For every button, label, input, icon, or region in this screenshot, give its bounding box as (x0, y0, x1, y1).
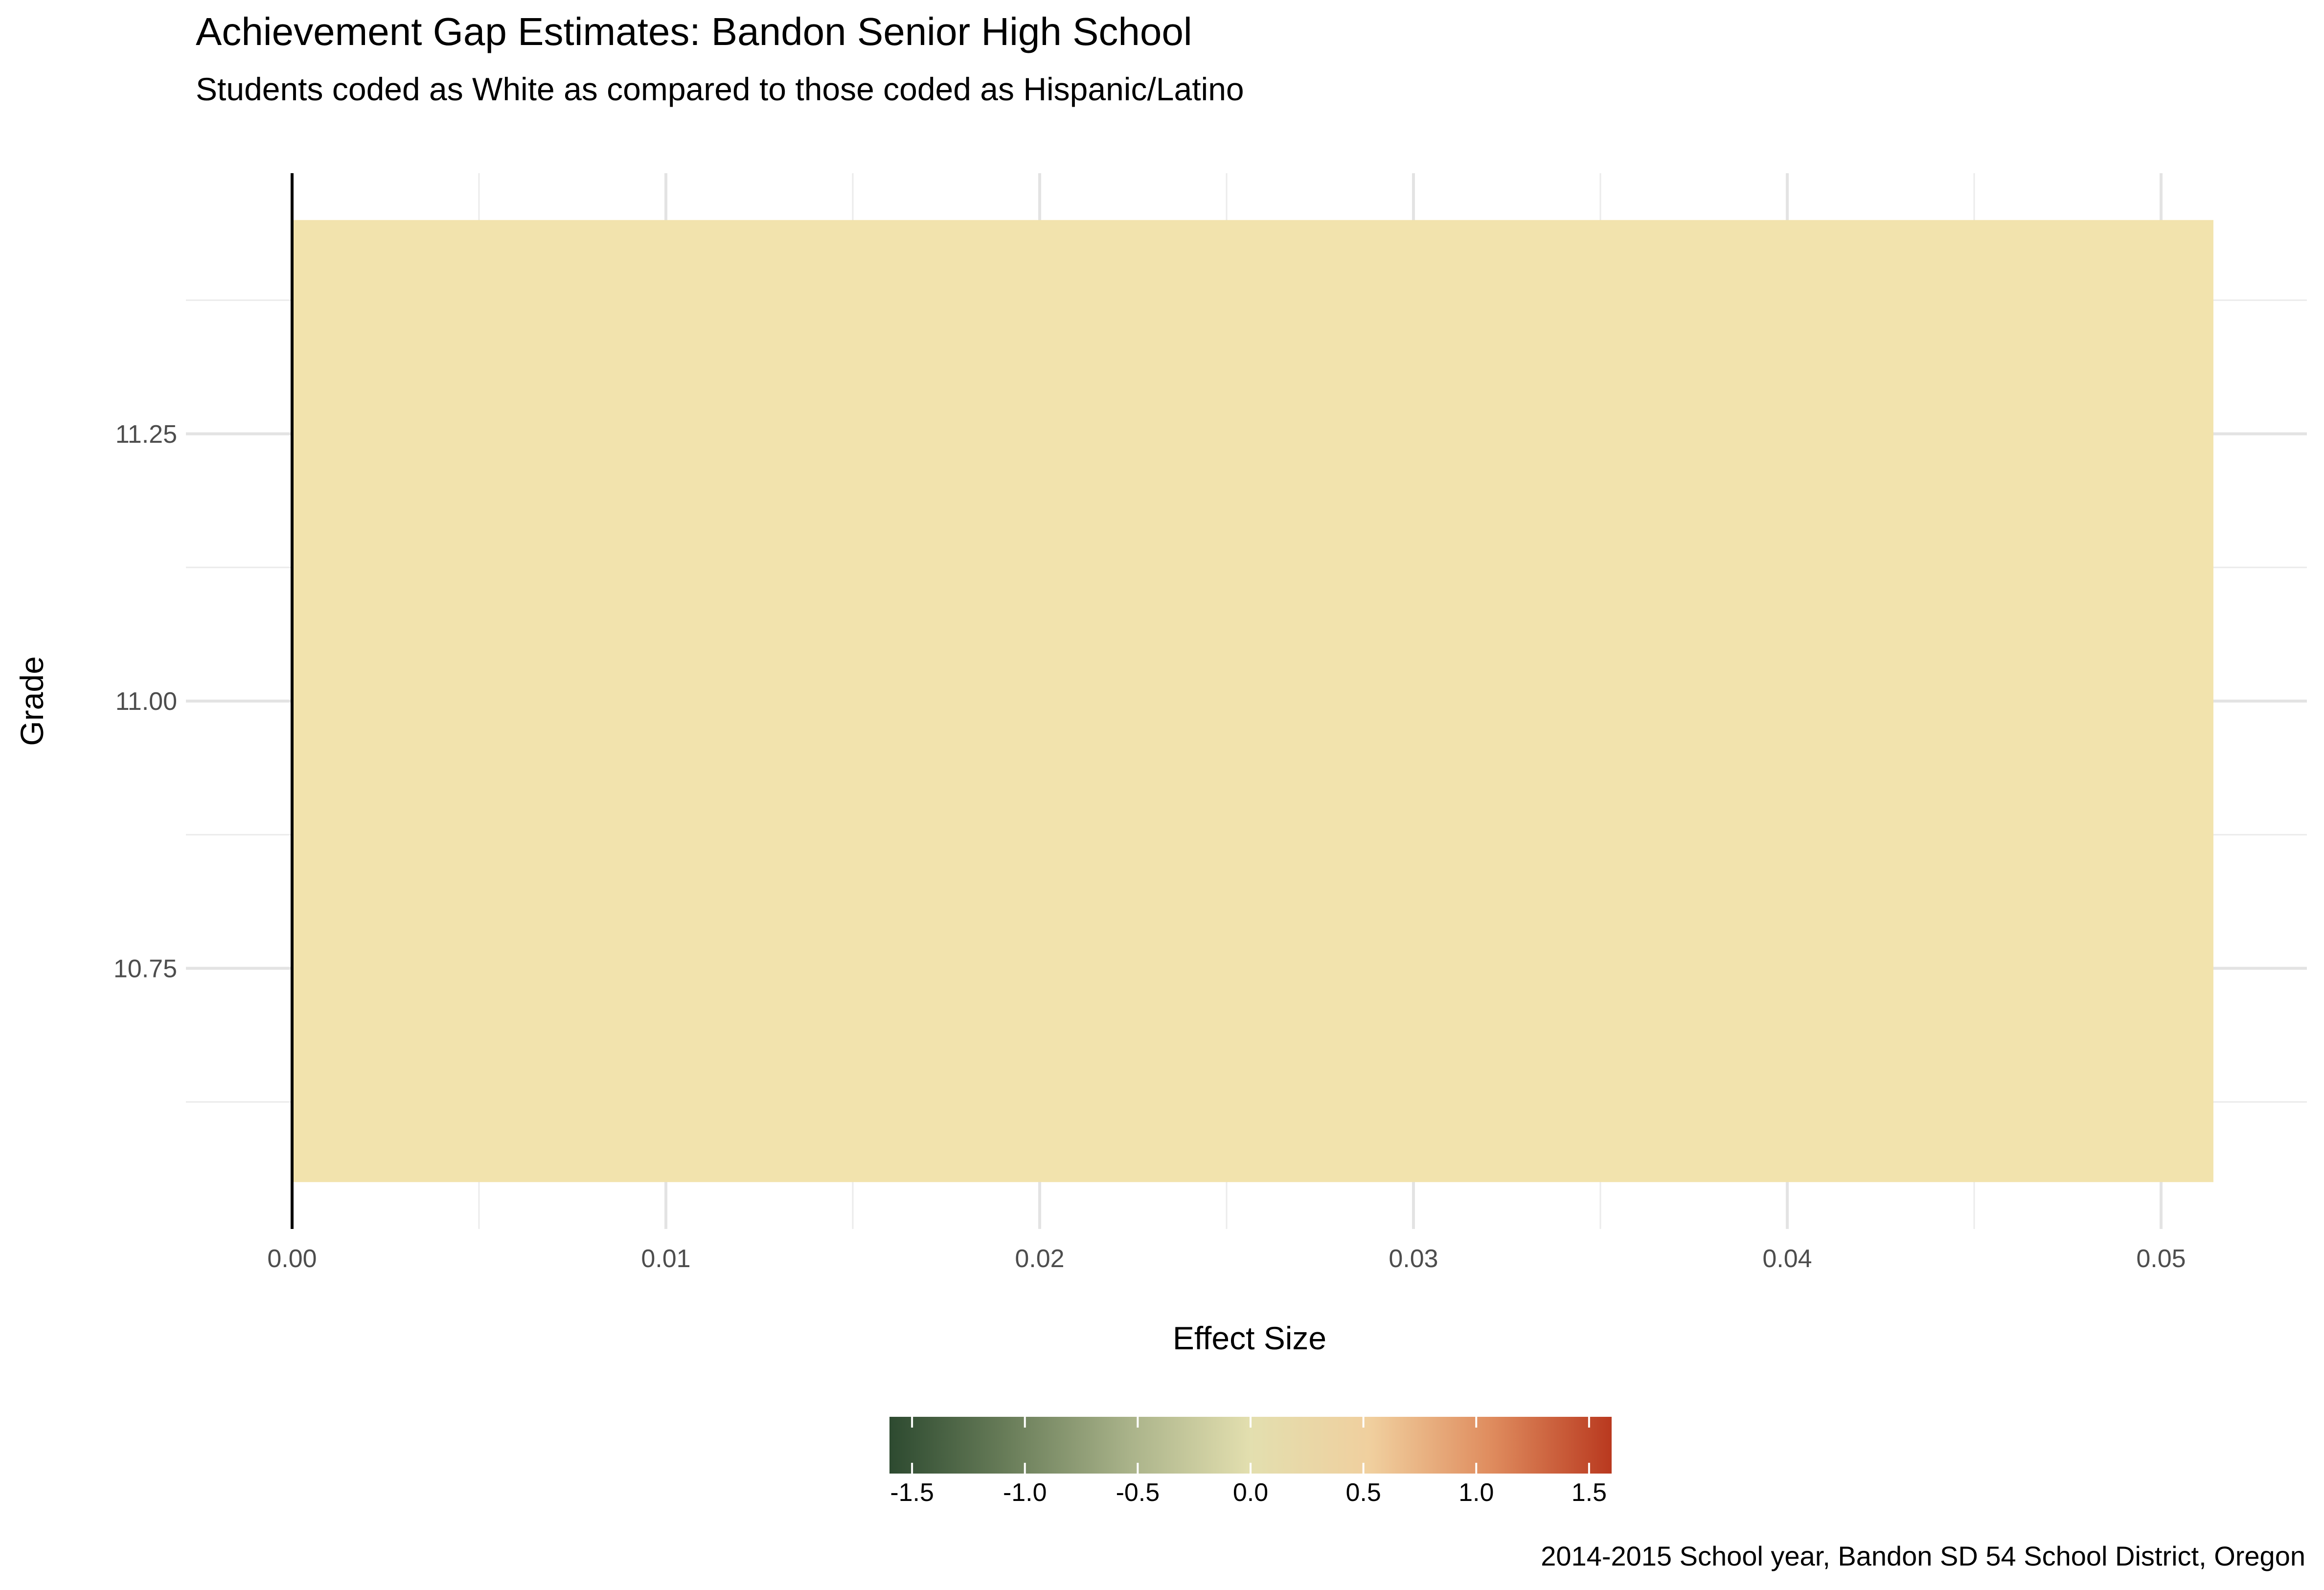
bars (292, 220, 2213, 1182)
x-tick-label: 0.05 (2136, 1245, 2186, 1273)
x-tick-label: 0.02 (1015, 1245, 1064, 1273)
colorbar-label: -1.0 (1003, 1478, 1047, 1507)
x-axis-label: Effect Size (1173, 1320, 1326, 1356)
x-tick-label: 0.01 (641, 1245, 690, 1273)
caption: 2014-2015 School year, Bandon SD 54 Scho… (1541, 1541, 2305, 1571)
y-tick-label: 11.25 (115, 420, 177, 449)
y-axis-label: Grade (14, 656, 50, 746)
colorbar-label: 1.5 (1572, 1478, 1607, 1507)
chart-title: Achievement Gap Estimates: Bandon Senior… (196, 10, 1192, 53)
y-tick-label: 11.00 (115, 687, 177, 716)
colorbar-label: -1.5 (890, 1478, 934, 1507)
y-tick-labels: 10.75 11.00 11.25 (114, 420, 177, 983)
colorbar-label: 1.0 (1458, 1478, 1494, 1507)
colorbar-label: 0.0 (1233, 1478, 1268, 1507)
x-tick-label: 0.04 (1762, 1245, 1812, 1273)
x-tick-label: 0.03 (1389, 1245, 1438, 1273)
x-tick-label: 0.00 (267, 1245, 317, 1273)
y-tick-label: 10.75 (114, 954, 177, 983)
colorbar-label: 0.5 (1345, 1478, 1381, 1507)
colorbar-ticks: -1.5 -1.0 -0.5 0.0 0.5 1.0 1.5 (890, 1417, 1607, 1507)
colorbar-label: -0.5 (1116, 1478, 1160, 1507)
bar-grade-11 (292, 220, 2213, 1182)
x-tick-labels: 0.00 0.01 0.02 0.03 0.04 0.05 (267, 1245, 2186, 1273)
chart-subtitle: Students coded as White as compared to t… (196, 71, 1244, 107)
